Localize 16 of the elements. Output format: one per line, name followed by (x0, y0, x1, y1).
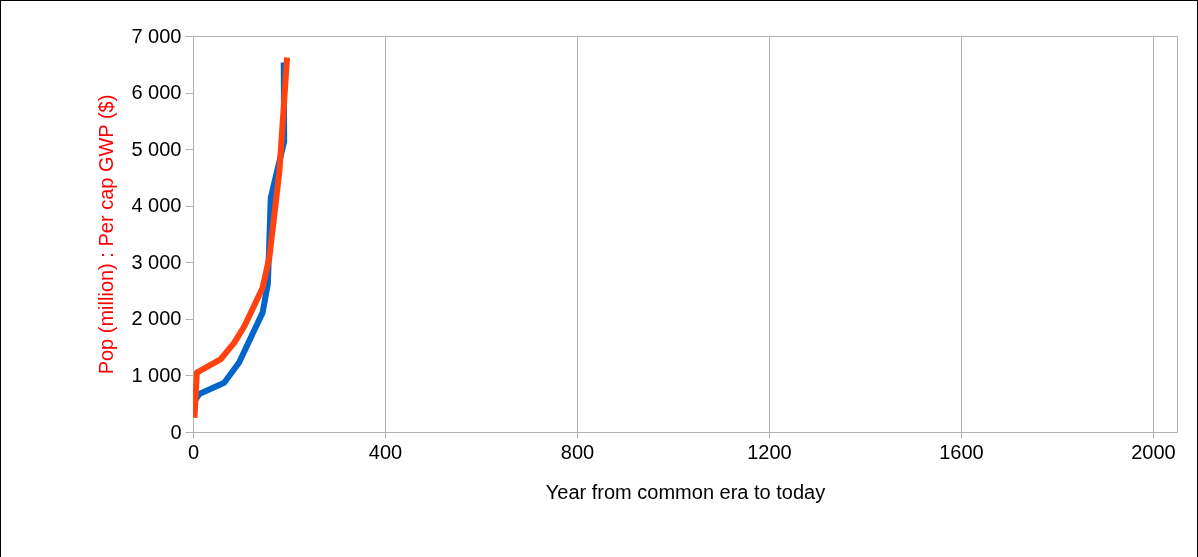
x-tick-label: 400 (368, 440, 403, 463)
x-tick-label: 1200 (747, 440, 792, 463)
y-tick-label: 7 000 (131, 24, 182, 47)
x-tick-label: 800 (560, 440, 595, 463)
x-tick-label: 0 (187, 440, 200, 463)
x-tick-label: 1600 (939, 440, 984, 463)
y-tick-label: 6 000 (131, 81, 182, 104)
y-tick-label: 5 000 (131, 137, 182, 160)
y-tick-label: 2 000 (131, 307, 182, 330)
y-tick-label: 4 000 (131, 194, 182, 217)
y-tick-label: 3 000 (131, 250, 182, 273)
x-tick-label: 2000 (1131, 440, 1176, 463)
x-axis-title: Year from common era to today (545, 480, 826, 503)
y-axis-title: Pop (million) : Per cap GWP ($) (95, 94, 118, 375)
y-tick-label: 1 000 (131, 363, 182, 386)
y-tick-label: 0 (170, 420, 182, 443)
